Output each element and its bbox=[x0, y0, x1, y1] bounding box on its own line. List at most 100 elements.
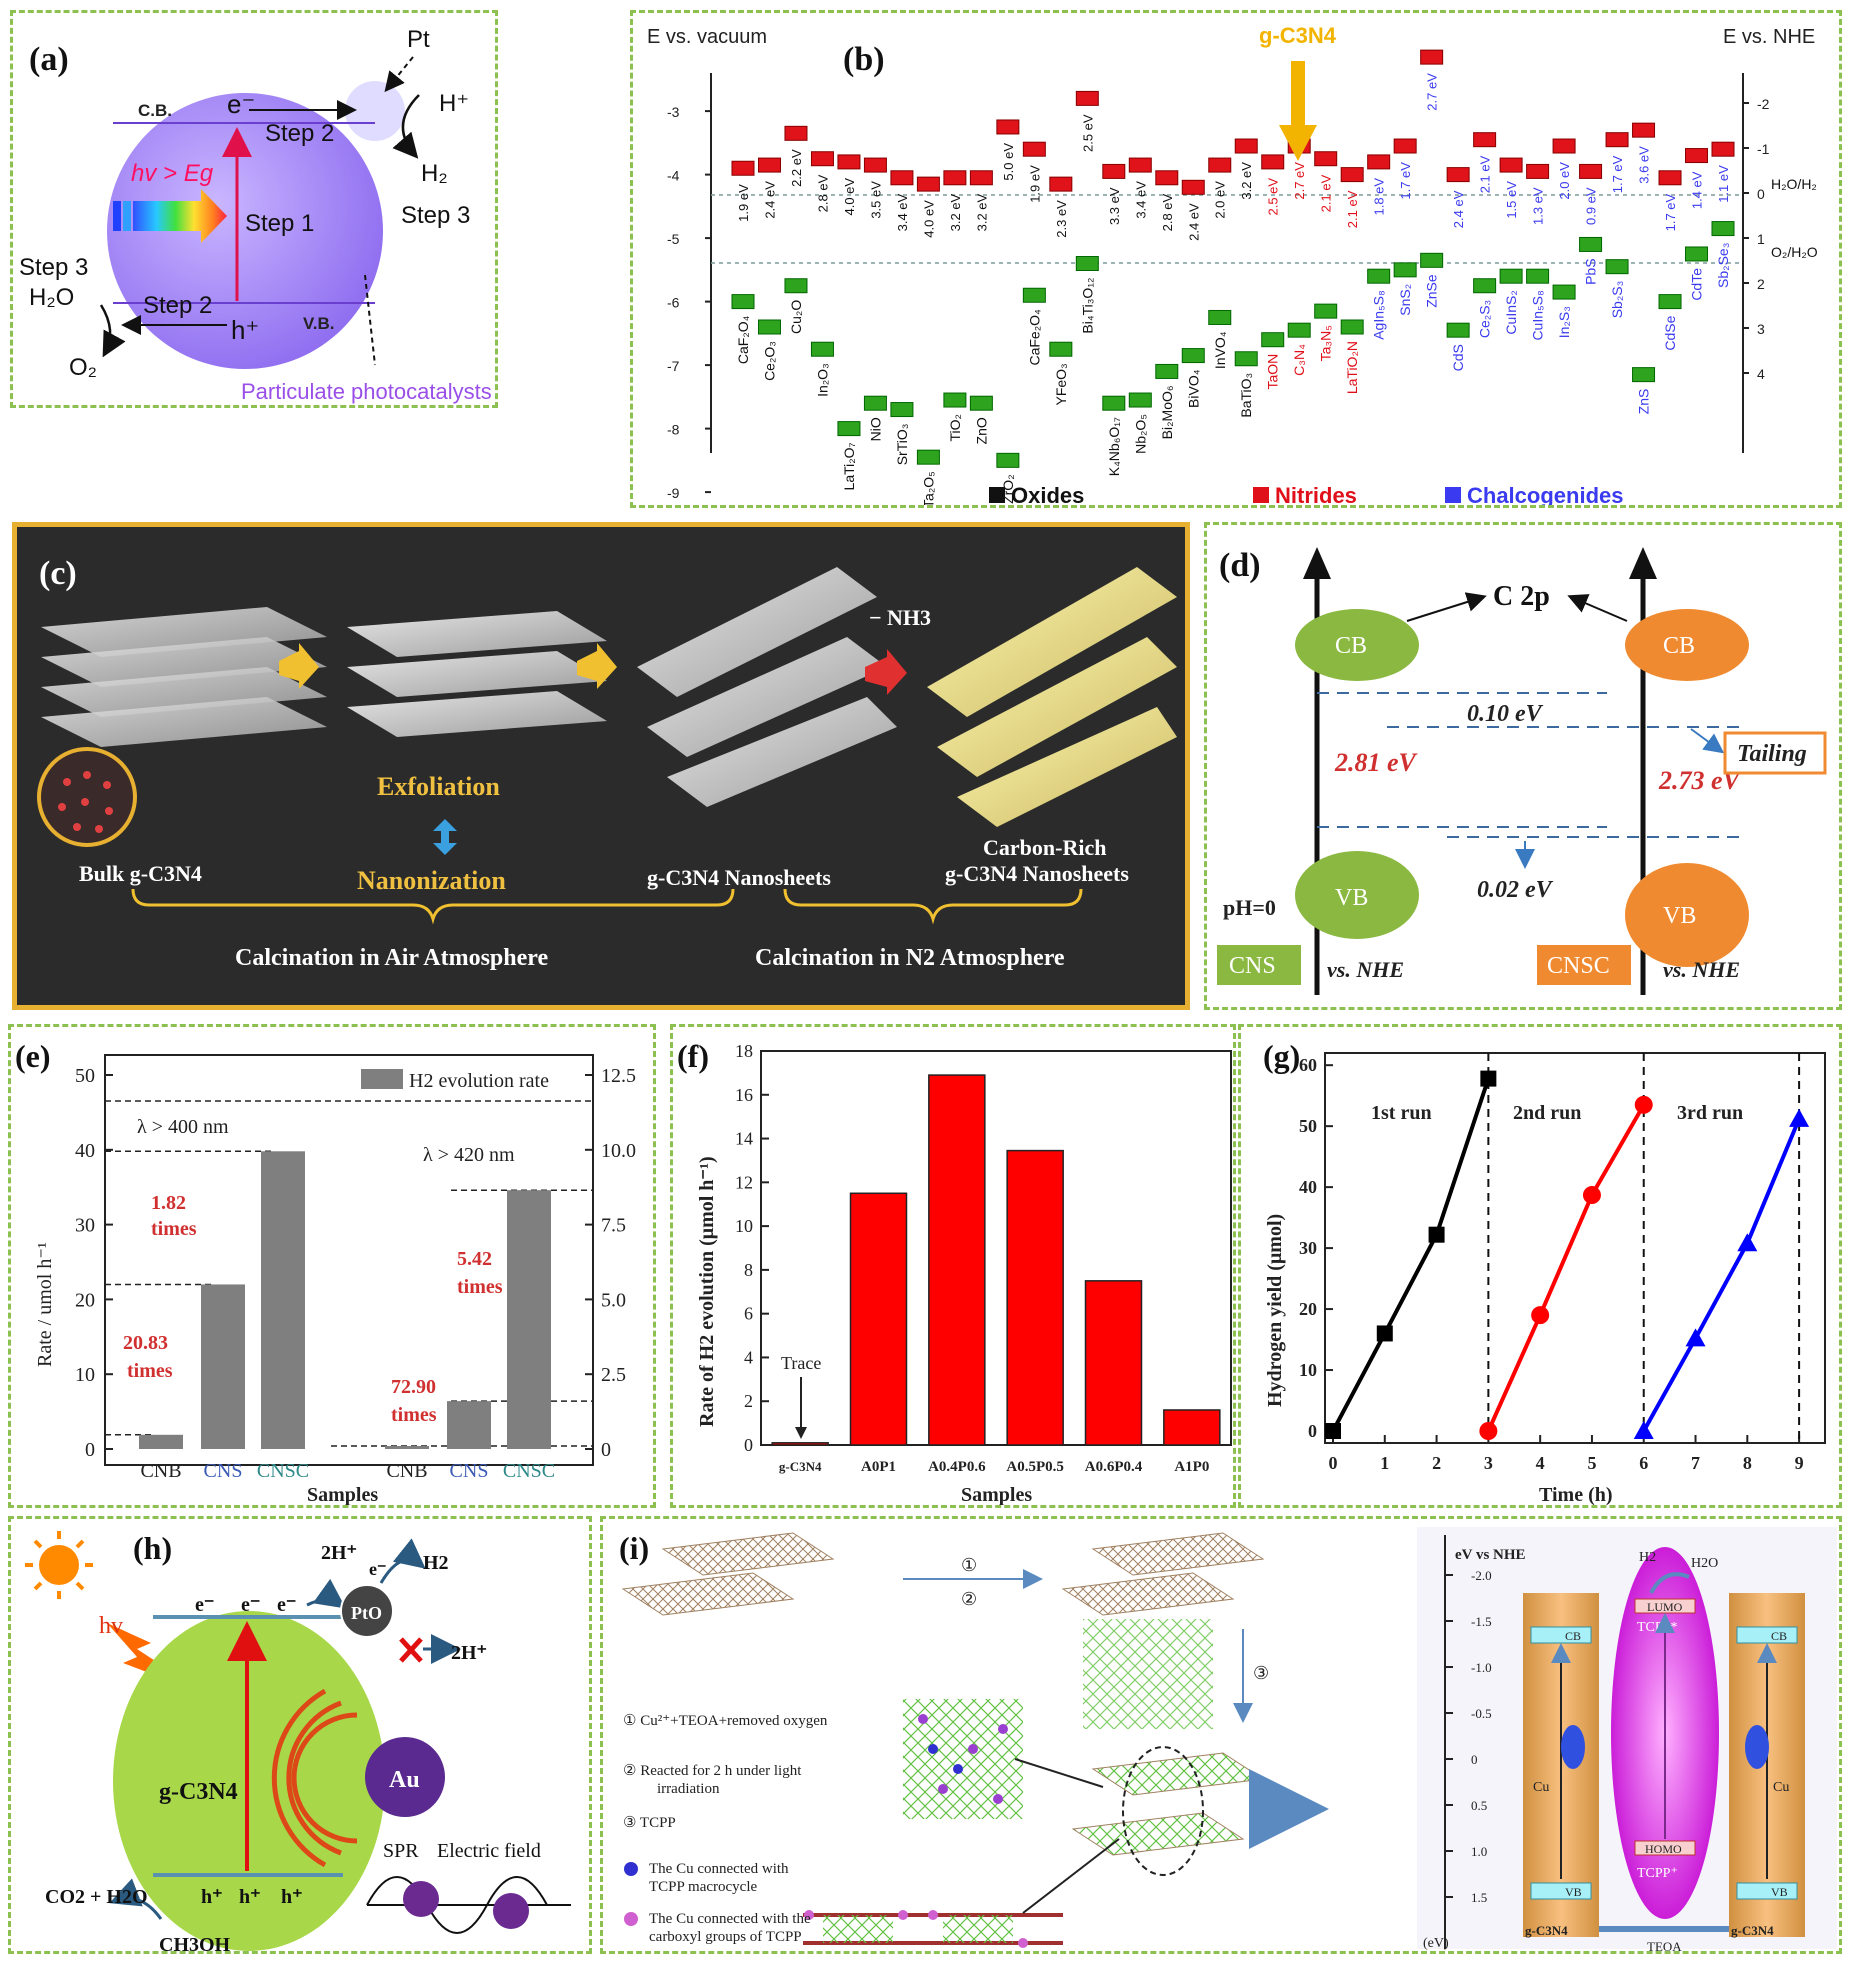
x-tick-label: 8 bbox=[1743, 1453, 1752, 1473]
y-tick-label: 2 bbox=[744, 1391, 753, 1411]
cb-block bbox=[1579, 163, 1603, 179]
axis-unit: (eV) bbox=[1423, 1936, 1449, 1951]
material-label: ZnS bbox=[1636, 389, 1652, 415]
left-tick-label: 50 bbox=[75, 1065, 95, 1087]
vb-block bbox=[1234, 351, 1258, 367]
cb-block bbox=[1022, 141, 1046, 157]
tailing-label: Tailing bbox=[1737, 741, 1807, 767]
gap-label: 3.2 eV bbox=[1239, 162, 1254, 200]
y-tick-label: 10 bbox=[1299, 1360, 1317, 1380]
cb-block bbox=[1526, 163, 1550, 179]
vb-block bbox=[784, 278, 808, 294]
vb-block bbox=[1128, 392, 1152, 408]
material-label: BiVO₄ bbox=[1185, 369, 1201, 408]
step3-right: Step 3 bbox=[401, 202, 470, 229]
material-label: In₂S₃ bbox=[1556, 306, 1572, 338]
panel-g-label: (g) bbox=[1263, 1038, 1300, 1074]
material-label: Ce₂S₃ bbox=[1477, 300, 1493, 338]
cns-cb-label: CB bbox=[1335, 633, 1367, 659]
marker-circle bbox=[1531, 1306, 1550, 1325]
h2-label: H₂ bbox=[421, 160, 448, 187]
band-edge-chart: E vs. vacuum E vs. NHE H₂O/H₂ O₂/H₂O -3 -… bbox=[647, 23, 1818, 508]
run2-label: 2nd run bbox=[1513, 1102, 1581, 1124]
lumo-label: LUMO bbox=[1647, 1600, 1683, 1614]
cb-block bbox=[1446, 167, 1470, 183]
delta-vb-label: 0.02 eV bbox=[1477, 877, 1554, 903]
left-tick-label: -3 bbox=[667, 104, 680, 120]
efield-label: Electric field bbox=[437, 1840, 541, 1862]
cu-left bbox=[1561, 1725, 1585, 1769]
cb-block bbox=[943, 170, 967, 186]
cb-block bbox=[1155, 170, 1179, 186]
exfoliation-label: Exfoliation bbox=[377, 772, 500, 801]
left-tick-label: -7 bbox=[667, 358, 680, 374]
vb-block bbox=[1658, 294, 1682, 310]
cb-block bbox=[863, 157, 887, 173]
h3: h⁺ bbox=[281, 1886, 303, 1908]
gap-label: 1.7 eV bbox=[1663, 193, 1678, 231]
legend1: ① Cu²⁺+TEOA+removed oxygen bbox=[623, 1713, 828, 1729]
au-particle bbox=[365, 1737, 445, 1817]
legend-nitrides: Nitrides bbox=[1275, 483, 1357, 508]
legend5b: carboxyl groups of TCPP bbox=[649, 1929, 802, 1945]
step3-symbol: ③ bbox=[1253, 1663, 1269, 1683]
x-tick-label: 3 bbox=[1484, 1453, 1493, 1473]
right-tick-label: 2 bbox=[1757, 276, 1765, 292]
marker-square bbox=[1376, 1325, 1393, 1342]
marker-square bbox=[1428, 1226, 1445, 1243]
vb-block bbox=[1632, 367, 1656, 383]
right-tick-label: -1 bbox=[1757, 141, 1770, 157]
gap-label: 2.3 eV bbox=[1054, 200, 1069, 238]
nh3-label: − NH3 bbox=[869, 605, 931, 630]
gap-label: 2.5 eV bbox=[1080, 114, 1095, 152]
vb-block bbox=[1526, 268, 1550, 284]
cb-block bbox=[1658, 170, 1682, 186]
material-label: CdTe bbox=[1689, 268, 1705, 301]
gcn-label-h: g-C3N4 bbox=[159, 1779, 238, 1805]
gap-label: 3.4 eV bbox=[1133, 181, 1148, 219]
pto-particle bbox=[340, 1584, 394, 1638]
marker-circle bbox=[1582, 1186, 1601, 1205]
homo-label: HOMO bbox=[1645, 1842, 1682, 1856]
left-tick-label: -8 bbox=[667, 422, 680, 438]
right-tick-label: -2 bbox=[1757, 96, 1770, 112]
left-tick-label: -5 bbox=[667, 231, 680, 247]
marker-triangle bbox=[1633, 1421, 1654, 1439]
carbon-rich-label-1: Carbon-Rich bbox=[983, 835, 1106, 860]
cb-block bbox=[1261, 154, 1285, 170]
cu-label-left: Cu bbox=[1533, 1780, 1549, 1795]
gap-label: 1.3 eV bbox=[1531, 187, 1546, 225]
x-tick-label: 4 bbox=[1536, 1453, 1545, 1473]
g-xlabel: Time (h) bbox=[1539, 1484, 1613, 1506]
y-tick-label: 12 bbox=[735, 1172, 753, 1192]
e1: e⁻ bbox=[195, 1594, 214, 1616]
bar-cns bbox=[201, 1284, 245, 1449]
right-tick-label: 2.5 bbox=[601, 1364, 626, 1386]
y-tick-label: 4 bbox=[744, 1347, 753, 1367]
cns-gap-label: 2.81 eV bbox=[1334, 748, 1419, 777]
material-label: TaON bbox=[1265, 354, 1281, 390]
right-tick-label: 7.5 bbox=[601, 1215, 626, 1237]
y-tick-label: 18 bbox=[735, 1041, 753, 1061]
cb-block bbox=[757, 157, 781, 173]
gap-label: 2.5 eV bbox=[1266, 178, 1281, 216]
vb-block bbox=[1155, 363, 1179, 379]
vb-right: VB bbox=[1771, 1885, 1788, 1899]
tcpp-plus: TCPP⁺ bbox=[1637, 1866, 1678, 1881]
panel-f: (f) 0 2 4 6 8 10 12 14 16 18 g-C3N4 A0P1 A0.4P0.6 A0… bbox=[670, 1024, 1236, 1508]
energy-tick-label: 1.5 bbox=[1471, 1890, 1487, 1905]
gap-label: 3.2 eV bbox=[948, 193, 963, 231]
vb-block bbox=[810, 341, 834, 357]
vb-block bbox=[1446, 322, 1470, 338]
vb-block bbox=[890, 402, 914, 418]
vb-block bbox=[1579, 236, 1603, 252]
panel-e-label: (e) bbox=[15, 1038, 51, 1074]
material-label: Ta₂O₅ bbox=[920, 471, 936, 508]
panel-a: (a) C.B. V.B. e⁻ h⁺ Ste bbox=[10, 10, 498, 408]
carbon-rich-label-2: g-C3N4 Nanosheets bbox=[945, 861, 1129, 886]
right-tick-label: 5.0 bbox=[601, 1289, 626, 1311]
legend2a: ② Reacted for 2 h under light bbox=[623, 1763, 802, 1779]
gap-label: 2.1 eV bbox=[1345, 190, 1360, 228]
material-label: Sb₂S₃ bbox=[1609, 281, 1625, 319]
cb-block bbox=[1711, 141, 1735, 157]
